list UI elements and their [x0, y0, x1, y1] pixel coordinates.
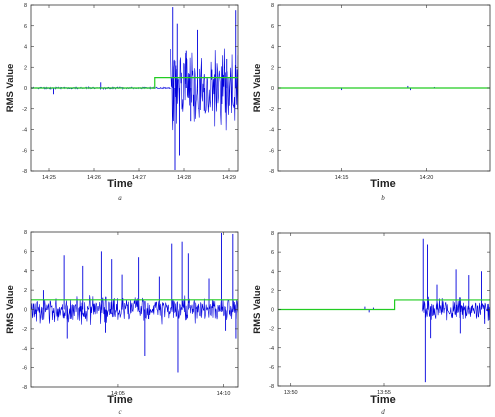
series-1-line [31, 77, 238, 89]
y-tick-label: -8 [22, 385, 27, 391]
panel-caption: b [381, 194, 385, 202]
y-tick-label: 2 [24, 288, 27, 294]
y-tick-label: 8 [271, 3, 274, 9]
chart-panel-b: -8 -6 -4 -2 0 2 4 6 8 14:15 14:20 RMS Value Time b [252, 3, 491, 202]
series-0-burst [31, 295, 238, 325]
panel-caption: d [381, 408, 385, 416]
y-tick-label: 2 [271, 288, 274, 294]
x-tick-label: 14:27 [132, 175, 146, 181]
y-tick-label: -2 [269, 327, 274, 333]
x-tick-label: 14:25 [42, 175, 56, 181]
y-tick-label: -2 [22, 327, 27, 333]
x-tick-label: 14:20 [420, 175, 434, 181]
plot-area [278, 85, 490, 91]
x-tick-label: 13:55 [377, 390, 391, 396]
x-tick-label: 14:05 [111, 391, 125, 397]
x-tick-label: 14:29 [222, 175, 236, 181]
y-axis-label: RMS Value [252, 64, 263, 113]
y-tick-label: 8 [24, 230, 27, 236]
y-tick-label: -6 [22, 366, 27, 372]
y-tick-label: -2 [269, 107, 274, 113]
series-0-burst [170, 48, 238, 131]
y-tick-label: 4 [24, 45, 27, 51]
x-tick-label: 13:50 [284, 390, 298, 396]
y-tick-label: 6 [271, 24, 274, 30]
x-axis-label: Time [370, 178, 395, 190]
x-tick-label: 14:15 [335, 175, 349, 181]
y-tick-label: 6 [24, 249, 27, 255]
y-tick-label: -4 [269, 346, 274, 352]
x-tick-label: 14:26 [87, 175, 101, 181]
y-tick-label: -8 [22, 169, 27, 175]
y-tick-label: -4 [269, 128, 274, 134]
y-tick-label: -6 [269, 365, 274, 371]
y-tick-label: 0 [271, 308, 274, 314]
x-tick-label: 14:28 [177, 175, 191, 181]
x-axis-label: Time [107, 394, 132, 406]
y-tick-label: -6 [22, 148, 27, 154]
y-tick-label: 8 [24, 3, 27, 9]
series-1-line [278, 299, 490, 311]
chart-panel-d: -8 -6 -4 -2 0 2 4 6 8 13:50 13:55 RMS Value Time d [252, 231, 491, 416]
chart-panel-c: -8 -6 -4 -2 0 2 4 6 8 14:05 14:10 RMS Value Time c [5, 230, 239, 416]
y-tick-label: 0 [271, 86, 274, 92]
y-tick-label: 0 [24, 86, 27, 92]
y-tick-label: 0 [24, 308, 27, 314]
y-tick-label: 8 [271, 231, 274, 237]
x-axis-label: Time [107, 178, 132, 190]
panel-caption: a [118, 194, 122, 202]
y-tick-label: 4 [271, 45, 274, 51]
plot-area [31, 232, 238, 373]
series-0-burst [421, 296, 490, 321]
x-axis-label: Time [370, 394, 395, 406]
x-tick-label: 14:10 [217, 391, 231, 397]
y-tick-label: -4 [22, 128, 27, 134]
y-tick-label: 6 [24, 24, 27, 30]
y-tick-label: 2 [271, 65, 274, 71]
y-tick-label: -6 [269, 148, 274, 154]
y-tick-label: -8 [269, 169, 274, 175]
y-axis-label: RMS Value [252, 285, 263, 334]
y-tick-label: -4 [22, 346, 27, 352]
y-axis-label: RMS Value [5, 64, 16, 113]
chart-panel-a: -8 -6 -4 -2 0 2 4 6 8 14:25 14:26 14:27 14:28 14:29 RM… [5, 3, 239, 202]
y-tick-label: 4 [271, 269, 274, 275]
panel-caption: c [118, 408, 122, 416]
y-tick-label: -8 [269, 384, 274, 390]
plot-area [278, 238, 490, 383]
y-tick-label: -2 [22, 107, 27, 113]
y-tick-label: 6 [271, 250, 274, 256]
y-tick-label: 4 [24, 269, 27, 275]
plot-area [31, 7, 238, 170]
y-tick-label: 2 [24, 65, 27, 71]
y-axis-label: RMS Value [5, 285, 16, 334]
